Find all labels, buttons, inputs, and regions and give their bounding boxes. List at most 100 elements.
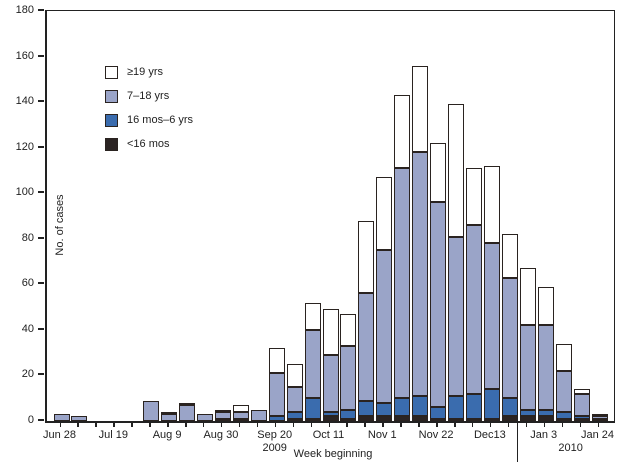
bar-segment [340,313,357,346]
y-axis-tick [38,236,44,239]
x-axis-tick-label: Nov 1 [367,429,397,441]
bar-segment [394,416,411,421]
y-axis-tick [38,100,44,103]
bar-segment [448,236,465,396]
x-axis-tick [77,422,79,427]
y-axis-tick-label: 0 [27,414,34,426]
legend-label: <16 mos [127,138,170,150]
year-label: 2009 [262,442,287,454]
y-axis-tick-label: 80 [21,231,34,244]
x-axis-tick [489,422,492,427]
bar-segment [412,152,429,396]
bar-segment [143,400,160,421]
y-axis-tick-label: 60 [21,277,34,290]
y-axis-tick-label: 160 [15,49,34,62]
x-axis-label: Week beginning [293,448,373,460]
y-axis-tick-label: 100 [15,186,34,199]
bar-segment [376,177,393,251]
y-axis-tick [38,54,44,57]
bar-segment [304,418,321,421]
bar-segment [232,405,249,412]
y-axis-tick-label: 120 [15,140,34,153]
bar-segment [412,395,429,417]
bar-segment [591,414,608,417]
y-axis-tick [38,419,44,421]
bar-segment [358,400,375,417]
x-axis-tick [579,422,582,427]
bar-segment [304,329,321,399]
bar-segment [465,225,482,394]
x-axis-tick-label: Oct 11 [312,429,345,441]
x-axis-tick [597,422,599,427]
bar-segment [304,302,321,330]
bar-segment [286,411,303,419]
bar-segment [322,411,339,417]
x-axis-tick [59,422,61,427]
x-axis-tick [543,422,546,427]
x-axis-tick-label: Jun 28 [42,429,77,441]
bar-segment [537,416,554,421]
y-axis-label: No. of cases [54,194,66,256]
x-axis-tick [149,422,151,427]
plot-area: No. of cases [45,10,615,423]
legend-swatch [105,65,118,79]
y-axis-tick-label: 20 [21,368,34,381]
bar-segment [501,416,518,421]
bar-segment [448,104,465,237]
x-axis-tick [220,422,223,427]
legend-item: ≥19 yrs [105,60,193,84]
bar-segment [591,418,608,421]
bar-segment [465,393,482,419]
bar-segment [519,325,536,410]
x-axis-tick-label: Dec13 [473,429,506,441]
bar-segment [250,409,267,421]
x-axis-tick [346,422,348,427]
bar-segment [358,416,375,421]
y-axis-tick-label: 40 [21,322,34,335]
bar-segment [304,398,321,419]
x-axis-tick [256,422,259,427]
bar-segment [501,398,518,417]
x-axis-tick [400,422,402,427]
bar-segment [179,402,196,406]
legend-item: 7–18 yrs [105,84,193,108]
bar-segment [412,65,429,153]
bar-segment [214,418,231,421]
year-separator-line [516,404,519,462]
x-axis-tick-label: Nov 22 [418,429,454,441]
bar-segment [555,370,572,412]
legend-swatch [105,137,118,151]
bar-segment [430,143,447,203]
y-axis-tick-label: 180 [15,4,34,16]
bar-segment [53,414,70,421]
bar-segment [483,418,500,421]
bar-segment [268,373,285,417]
x-axis-tick [310,422,313,427]
bar-segment [286,386,303,412]
legend-label: 16 mos–6 yrs [127,114,194,126]
bar-segment [376,250,393,403]
bar-segment [286,364,303,387]
legend-label: ≥19 yrs [127,66,163,78]
y-axis-tick-label: 140 [15,95,34,108]
legend-label: 7–18 yrs [127,90,170,102]
bar-segment [322,416,339,421]
y-axis-tick [38,282,44,285]
x-axis-tick [382,422,384,427]
bar-segment [448,418,465,421]
bar-segment [394,398,411,417]
x-axis-tick [113,422,115,427]
x-axis-tick-label: Aug 9 [152,429,182,441]
x-axis-tick [328,422,330,427]
bar-segment [340,418,357,421]
x-axis-tick [561,422,564,427]
bar-segment [358,293,375,401]
legend-swatch [105,113,118,127]
bar-segment [232,418,249,421]
bar-segment [519,416,536,421]
bar-segment [340,409,357,419]
x-axis-tick [525,422,528,427]
x-axis-tick [471,422,474,427]
y-axis-tick [38,9,44,11]
bar-segment [358,220,375,294]
